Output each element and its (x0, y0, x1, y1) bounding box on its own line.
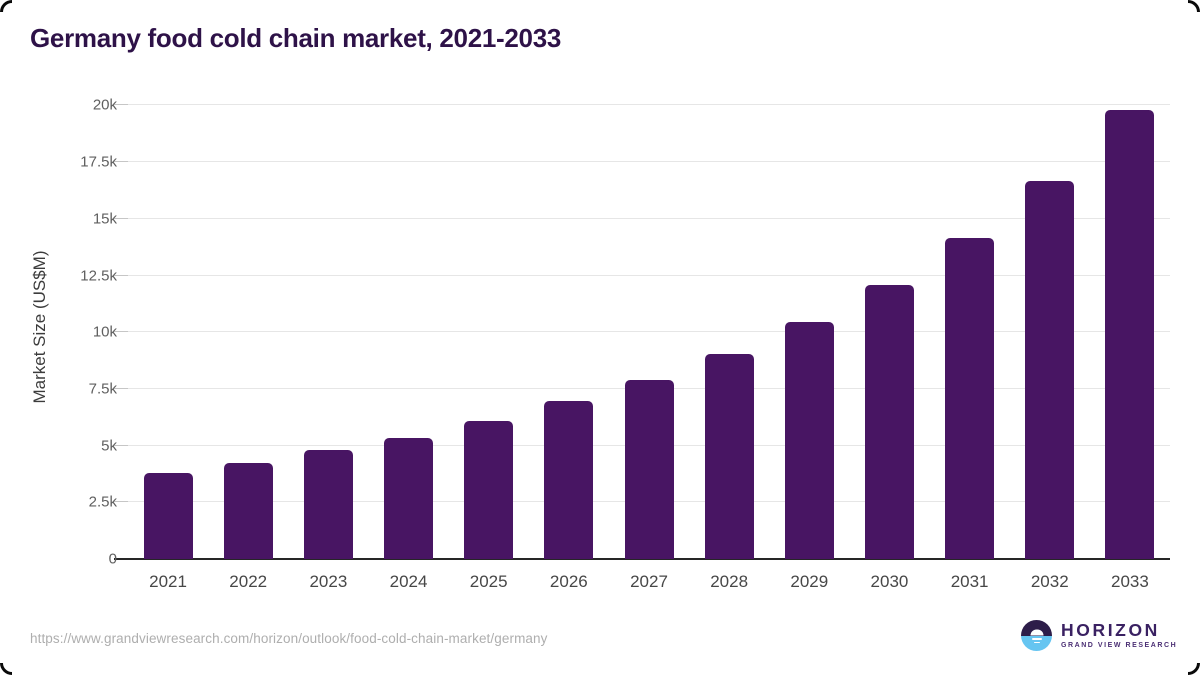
gridline (128, 274, 1170, 276)
bar-2032 (1025, 181, 1075, 559)
x-axis-line (114, 558, 1170, 560)
y-tick-label: 5k (101, 437, 117, 455)
y-axis-title: Market Size (US$M) (30, 250, 49, 404)
bar-2030 (864, 284, 914, 559)
corner-frame-top-right (1188, 0, 1200, 12)
bar-2027 (624, 380, 674, 559)
x-tick-label-2021: 2021 (149, 572, 187, 591)
corner-frame-bottom-left (0, 663, 12, 675)
x-tick-label-2025: 2025 (469, 572, 508, 591)
bar-2026 (544, 401, 594, 559)
brand-tagline: GRAND VIEW RESEARCH (1061, 642, 1178, 650)
bar-2029 (784, 322, 834, 559)
horizon-sun-icon (1021, 620, 1052, 651)
corner-frame-bottom-right (1188, 663, 1200, 675)
bar-2021 (143, 472, 193, 559)
y-axis-tick (114, 501, 128, 503)
bar-2024 (384, 437, 434, 559)
y-axis-tick (114, 387, 128, 389)
bar-2022 (223, 462, 273, 559)
x-tick-label-2029: 2029 (790, 572, 829, 591)
y-axis-tick (114, 274, 128, 276)
gridline (128, 161, 1170, 163)
y-axis-tick (114, 161, 128, 163)
x-tick-label-2027: 2027 (630, 572, 668, 591)
y-tick-label: 7.5k (88, 380, 117, 398)
bar-2033 (1105, 109, 1155, 559)
x-tick-label-2026: 2026 (549, 572, 588, 591)
bar-2023 (303, 450, 353, 559)
sun-reflection-line (1031, 638, 1042, 640)
x-tick-label-2028: 2028 (710, 572, 749, 591)
bar-2025 (464, 420, 514, 559)
sun-reflection-line (1033, 641, 1040, 644)
y-tick-label: 0 (108, 550, 117, 568)
y-axis-tick (114, 217, 128, 219)
y-tick-label: 20k (92, 96, 117, 114)
x-tick-label-2022: 2022 (229, 572, 268, 591)
x-tick-label-2031: 2031 (950, 572, 989, 591)
x-tick-label-2024: 2024 (389, 572, 428, 591)
brand-name: HORIZON (1061, 619, 1160, 640)
bar-2028 (704, 354, 754, 559)
logo-sky-half (1021, 620, 1052, 636)
sun-icon (1030, 629, 1043, 636)
gridline (128, 217, 1170, 219)
x-tick-label-2032: 2032 (1030, 572, 1069, 591)
gridline (128, 104, 1170, 106)
x-tick-label-2030: 2030 (870, 572, 909, 591)
bar-2031 (945, 238, 995, 559)
y-axis-tick (114, 331, 128, 333)
x-tick-label-2033: 2033 (1111, 572, 1149, 591)
y-tick-label: 17.5k (80, 153, 117, 171)
gridline (128, 331, 1170, 333)
x-tick-label-2023: 2023 (309, 572, 348, 591)
source-url: https://www.grandviewresearch.com/horizo… (30, 631, 548, 646)
logo-text: HORIZON GRAND VIEW RESEARCH (1061, 619, 1178, 650)
y-axis-tick (114, 104, 128, 106)
plot-area: 0 2.5k 5k 7.5k 10k 12.5k 15k 17.5k 20k 2021 2022 20… (80, 92, 1170, 591)
brand-logo: HORIZON GRAND VIEW RESEARCH (1021, 620, 1177, 651)
corner-frame-top-left (0, 0, 12, 12)
y-tick-label: 15k (92, 210, 117, 228)
y-tick-label: 10k (92, 323, 117, 341)
chart-title: Germany food cold chain market, 2021-203… (30, 23, 562, 53)
y-axis-tick (114, 444, 128, 446)
y-tick-label: 12.5k (80, 267, 117, 284)
y-tick-label: 2.5k (88, 493, 117, 511)
